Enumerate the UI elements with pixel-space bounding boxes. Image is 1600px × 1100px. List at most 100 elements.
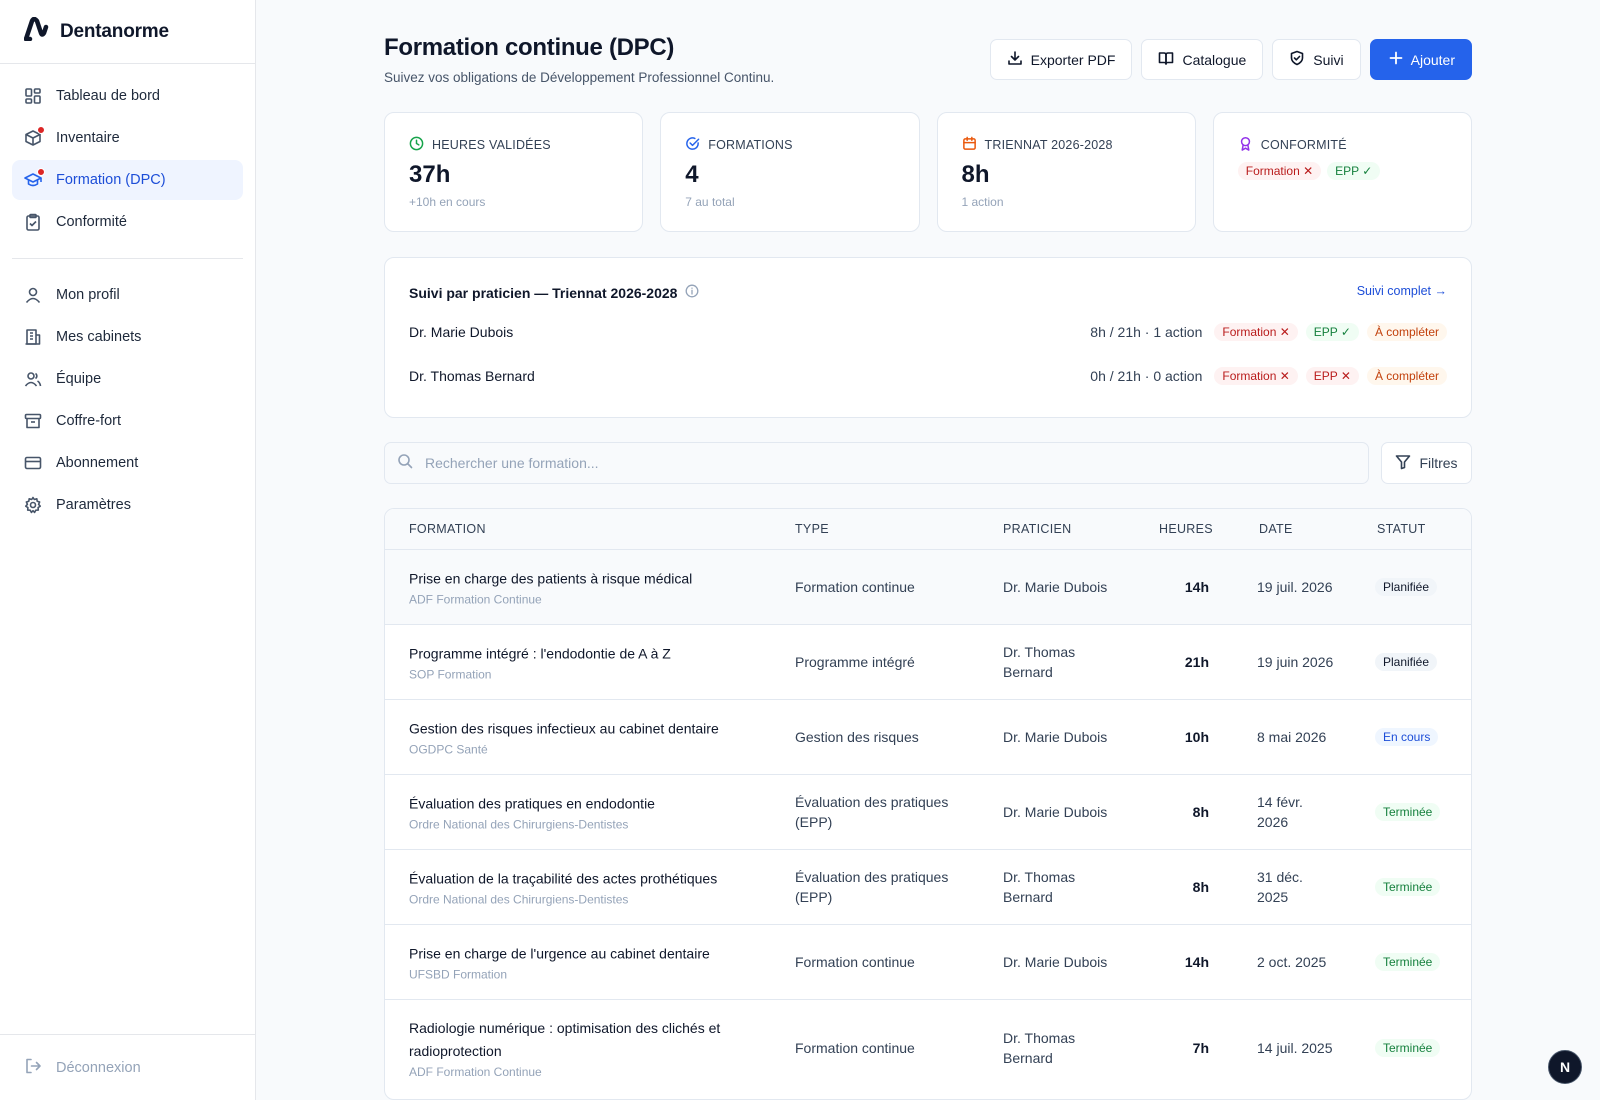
table-row[interactable]: Évaluation de la traçabilité des actes p… [385,850,1471,925]
column-header-praticien[interactable]: PRATICIEN [1003,522,1072,536]
statut-cell: Planifiée [1375,578,1455,596]
table-row[interactable]: Prise en charge de l'urgence au cabinet … [385,925,1471,1000]
notification-dot [37,126,45,134]
add-button[interactable]: Ajouter [1369,39,1472,80]
stat-sub: +10h en cours [409,195,486,209]
sidebar-item-label: Coffre-fort [56,413,122,429]
sidebar-item-inventaire[interactable]: Inventaire [12,118,243,158]
check-circle-icon [685,136,700,154]
table-row[interactable]: Radiologie numérique : optimisation des … [385,1000,1471,1096]
credit-card-icon [24,454,42,472]
page-subtitle: Suivez vos obligations de Développement … [384,70,775,85]
next-badge-button[interactable]: N [1548,1050,1582,1084]
practitioner-hours: 0h / 21h · 0 action [1090,368,1203,384]
search-box [384,442,1369,484]
column-header-date[interactable]: DATE [1259,522,1293,536]
column-header-formation[interactable]: FORMATION [409,522,486,536]
praticien-cell: Dr. Thomas Bernard [1003,869,1076,905]
header-actions: Exporter PDF Catalogue Suivi Ajouter [989,39,1472,80]
column-header-type[interactable]: TYPE [795,522,829,536]
heures-cell: 10h [1184,729,1209,745]
formation-organizer: UFSBD Formation [409,967,508,982]
info-icon[interactable] [685,284,699,301]
sidebar: Dentanorme Tableau de bord Inventaire Fo… [0,0,256,1100]
users-icon [24,370,42,388]
status-badge: Terminée [1375,953,1441,971]
formation-organizer: Ordre National des Chirurgiens-Dentistes [409,817,629,832]
date-cell: 19 juil. 2026 [1257,579,1333,595]
practitioner-tracking-card: Suivi par praticien — Triennat 2026-2028… [384,257,1472,418]
sidebar-item-abonnement[interactable]: Abonnement [12,443,243,483]
suivi-button[interactable]: Suivi [1272,39,1361,80]
logo-icon [23,16,52,46]
sidebar-item-cabinets[interactable]: Mes cabinets [12,317,243,357]
praticien-cell: Dr. Marie Dubois [1003,804,1108,820]
filter-icon [1395,454,1411,473]
formation-badge: Formation ✕ [1214,323,1298,341]
export-pdf-label: Exporter PDF [1030,51,1116,68]
practitioner-row[interactable]: Dr. Thomas Bernard 0h / 21h · 0 action F… [409,364,1447,388]
catalogue-button[interactable]: Catalogue [1141,39,1264,80]
plus-icon [1389,51,1403,68]
type-cell: Formation continue [795,1040,915,1056]
date-cell: 14 févr. 2026 [1257,794,1303,830]
sidebar-item-profil[interactable]: Mon profil [12,275,243,315]
nav-divider [12,258,243,259]
formation-cell: Évaluation de la traçabilité des actes p… [409,868,759,907]
sidebar-item-label: Abonnement [56,455,139,471]
stat-sub: 1 action [961,195,1004,209]
catalogue-label: Catalogue [1182,51,1247,68]
filters-label: Filtres [1419,455,1458,471]
formation-title: Évaluation des pratiques en endodontie [409,795,655,812]
formation-cell: Gestion des risques infectieux au cabine… [409,718,759,757]
status-badge: En cours [1375,728,1439,746]
sidebar-item-label: Équipe [56,371,102,387]
table-row[interactable]: Prise en charge des patients à risque mé… [385,550,1471,625]
stat-value: 37h [409,161,451,188]
stat-card-heures: HEURES VALIDÉES 37h +10h en cours [384,112,644,232]
sidebar-item-equipe[interactable]: Équipe [12,359,243,399]
brand[interactable]: Dentanorme [0,0,255,64]
column-header-heures[interactable]: HEURES [1159,522,1213,536]
full-tracking-link[interactable]: Suivi complet → [1356,284,1447,298]
filters-button[interactable]: Filtres [1381,442,1472,484]
practitioner-hours: 8h / 21h · 1 action [1090,324,1203,340]
sidebar-item-label: Mon profil [56,287,120,303]
clock-icon [409,136,424,154]
column-header-statut[interactable]: STATUT [1377,522,1426,536]
stat-label: TRIENNAT 2026-2028 [984,138,1113,152]
sidebar-item-conformite[interactable]: Conformité [12,202,243,242]
formation-title: Gestion des risques infectieux au cabine… [409,720,719,737]
table-row[interactable]: Évaluation des pratiques en endodontie Or… [385,775,1471,850]
date-cell: 19 juin 2026 [1257,654,1334,670]
search-input[interactable] [425,455,1325,471]
type-cell: Évaluation des pratiques (EPP) [795,794,949,830]
page-title: Formation continue (DPC) [384,34,675,61]
formation-cell: Prise en charge de l'urgence au cabinet … [409,943,759,982]
formation-title: Radiologie numérique : optimisation des … [409,1020,721,1059]
statut-cell: Terminée [1375,803,1455,821]
sidebar-item-label: Inventaire [56,130,120,146]
type-cell: Programme intégré [795,654,915,670]
sidebar-item-parametres[interactable]: Paramètres [12,485,243,525]
clipboard-check-icon [24,213,42,231]
export-pdf-button[interactable]: Exporter PDF [989,39,1133,80]
tracking-title-text: Suivi par praticien — Triennat 2026-2028 [409,284,678,301]
table-row[interactable]: Gestion des risques infectieux au cabine… [385,700,1471,775]
practitioner-row[interactable]: Dr. Marie Dubois 8h / 21h · 1 action For… [409,320,1447,344]
sidebar-item-dashboard[interactable]: Tableau de bord [12,76,243,116]
sidebar-item-formation[interactable]: Formation (DPC) [12,160,243,200]
heures-cell: 7h [1192,1040,1209,1056]
logout-icon [24,1057,42,1079]
sidebar-item-coffre[interactable]: Coffre-fort [12,401,243,441]
type-cell: Évaluation des pratiques (EPP) [795,869,949,905]
notification-dot [37,168,45,176]
formation-title: Évaluation de la traçabilité des actes p… [409,870,718,887]
formation-title: Prise en charge de l'urgence au cabinet … [409,945,710,962]
dashboard-icon [24,87,42,105]
formation-organizer: OGDPC Santé [409,742,488,757]
praticien-cell: Dr. Marie Dubois [1003,729,1108,745]
stat-label: HEURES VALIDÉES [432,138,551,152]
table-row[interactable]: Programme intégré : l'endodontie de A à … [385,625,1471,700]
logout-button[interactable]: Déconnexion [0,1034,256,1100]
